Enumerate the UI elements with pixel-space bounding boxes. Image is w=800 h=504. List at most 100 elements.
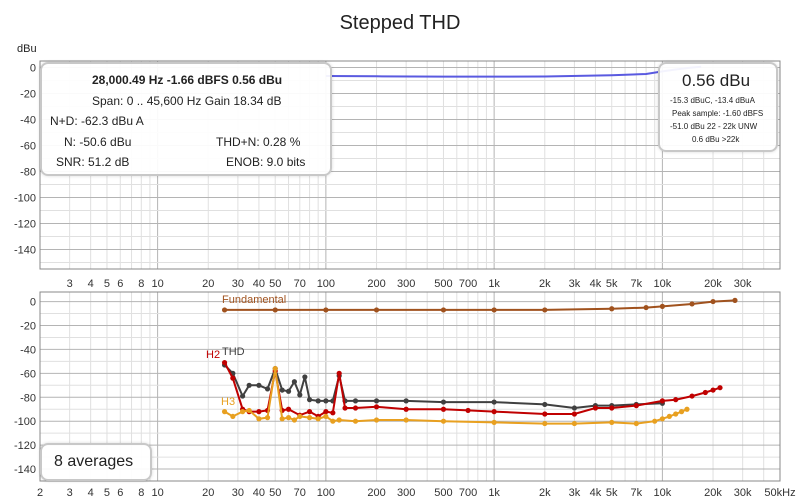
level-weighted: -15.3 dBuC, -13.4 dBuA — [670, 96, 755, 105]
series-point-h2 — [609, 405, 615, 411]
series-point-h2 — [702, 389, 708, 396]
series-point-h3 — [571, 420, 578, 427]
top-y-tick-label: -20 — [20, 89, 36, 101]
series-point-thd — [440, 399, 447, 405]
series-point-h3 — [684, 406, 690, 412]
series-point-h3 — [336, 417, 342, 423]
top-x-tick-label: 8 — [138, 278, 144, 290]
series-point-thd — [256, 382, 262, 388]
series-point-h3 — [256, 416, 262, 422]
series-point-thd — [264, 386, 271, 392]
top-x-tick-label: 7k — [631, 278, 643, 290]
bottom-series-line-h3 — [224, 368, 688, 425]
top-y-tick-label: -40 — [20, 115, 36, 127]
series-point-h2 — [373, 404, 380, 410]
top-y-tick-label: 0 — [30, 63, 36, 75]
series-point-fundamental — [659, 303, 665, 309]
series-point-h3 — [279, 416, 285, 422]
top-x-tick-label: 50 — [269, 278, 281, 290]
top-x-tick-label: 3 — [67, 278, 73, 290]
series-point-h2 — [342, 405, 348, 411]
bottom-y-tick-label: -60 — [20, 368, 36, 380]
series-point-thd — [542, 401, 548, 408]
series-point-h3 — [666, 413, 672, 420]
bottom-x-tick-label: 20k — [704, 487, 722, 499]
series-point-h3 — [609, 419, 615, 425]
series-point-thd — [285, 388, 292, 394]
series-point-h3 — [373, 417, 380, 423]
series-point-h2 — [336, 370, 342, 376]
series-point-h3 — [352, 418, 359, 424]
bottom-x-tick-label: 5k — [606, 487, 618, 499]
series-point-thd — [302, 374, 308, 380]
series-point-h3 — [440, 418, 447, 424]
series-point-fundamental — [643, 304, 649, 311]
series-point-fundamental — [491, 307, 497, 313]
series-point-h3 — [330, 418, 336, 424]
top-x-tick-label: 20 — [202, 278, 214, 290]
series-point-thd — [240, 393, 246, 399]
level-above-22k: 0.6 dBu >22k — [692, 135, 740, 144]
bottom-x-tick-label: 4 — [88, 487, 94, 499]
bottom-x-tick-label: 3 — [67, 487, 73, 499]
bottom-x-tick-label: 40 — [253, 487, 265, 499]
bottom-x-tick-label: 10k — [654, 487, 672, 499]
bottom-x-tick-label: 100 — [317, 487, 335, 499]
series-point-h3 — [272, 365, 278, 372]
series-point-thd — [246, 382, 252, 388]
bottom-x-tick-label: 300 — [397, 487, 415, 499]
top-x-tick-label: 10 — [151, 278, 163, 290]
top-y-tick-label: -140 — [14, 245, 36, 257]
bottom-x-tick-label: 10 — [151, 487, 163, 499]
series-point-h2 — [491, 409, 497, 415]
series-point-fundamental — [221, 307, 228, 313]
top-y-tick-label: -120 — [14, 219, 36, 231]
series-label-h3: H3 — [221, 396, 235, 408]
series-point-thd — [315, 398, 321, 404]
series-point-thd — [279, 387, 285, 393]
series-point-h2 — [710, 387, 716, 393]
info-enob: ENOB: 9.0 bits — [226, 155, 306, 169]
top-x-tick-label: 20k — [704, 278, 722, 290]
series-point-h3 — [652, 418, 658, 424]
bottom-x-tick-label: 700 — [459, 487, 477, 499]
series-point-h3 — [221, 409, 228, 415]
info-frequency-readout: 28,000.49 Hz -1.66 dBFS 0.56 dBu — [92, 73, 283, 87]
series-point-fundamental — [710, 298, 716, 305]
series-point-h2 — [673, 397, 679, 403]
bottom-x-tick-label: 6 — [117, 487, 123, 499]
info-snr: SNR: 51.2 dB — [56, 155, 130, 169]
series-point-h2 — [323, 409, 329, 415]
series-point-h2 — [330, 410, 336, 416]
series-point-h3 — [230, 413, 236, 420]
bottom-x-tick-label: 500 — [434, 487, 452, 499]
series-point-h2 — [352, 405, 359, 411]
series-point-h3 — [306, 415, 313, 421]
series-point-h3 — [240, 409, 246, 415]
series-label-fundamental: Fundamental — [222, 294, 286, 306]
bottom-x-tick-label: 7k — [631, 487, 643, 499]
top-x-tick-label: 700 — [459, 278, 477, 290]
top-x-tick-label: 4k — [590, 278, 602, 290]
series-point-fundamental — [609, 306, 615, 312]
series-point-h3 — [297, 413, 303, 420]
averages-panel[interactable]: 8 averages — [40, 443, 152, 481]
series-point-thd — [306, 397, 313, 403]
level-readout-panel[interactable]: 0.56 dBu -15.3 dBuC, -13.4 dBuA Peak sam… — [658, 62, 778, 152]
series-point-h2 — [221, 359, 228, 366]
bottom-y-tick-label: 0 — [30, 297, 36, 309]
top-y-tick-label: -100 — [14, 193, 36, 205]
level-readout-value: 0.56 dBu — [682, 71, 751, 90]
bottom-x-tick-label: 200 — [367, 487, 385, 499]
top-x-tick-label: 300 — [397, 278, 415, 290]
top-x-tick-label: 500 — [434, 278, 452, 290]
series-label-h2: H2 — [206, 349, 220, 361]
info-panel[interactable]: 28,000.49 Hz -1.66 dBFS 0.56 dBu Span: 0… — [40, 62, 332, 176]
series-point-h2 — [230, 375, 236, 381]
top-x-tick-label: 100 — [317, 278, 335, 290]
series-point-h3 — [678, 409, 685, 415]
series-point-h3 — [246, 407, 252, 414]
top-y-tick-label: -60 — [20, 141, 36, 153]
series-point-fundamental — [272, 307, 278, 313]
